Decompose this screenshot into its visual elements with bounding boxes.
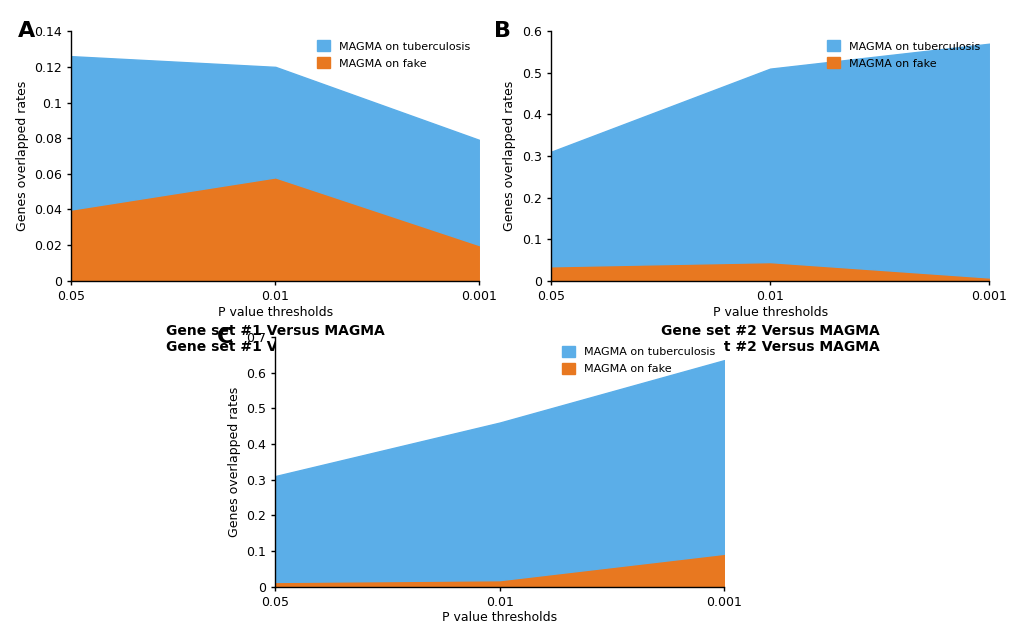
X-axis label: P value thresholds: P value thresholds <box>218 306 332 319</box>
Y-axis label: Genes overlapped rates: Genes overlapped rates <box>227 387 240 537</box>
Legend: MAGMA on tuberculosis, MAGMA on fake: MAGMA on tuberculosis, MAGMA on fake <box>823 37 983 72</box>
Y-axis label: Genes overlapped rates: Genes overlapped rates <box>16 81 29 231</box>
Text: A: A <box>18 21 36 41</box>
Legend: MAGMA on tuberculosis, MAGMA on fake: MAGMA on tuberculosis, MAGMA on fake <box>558 343 718 378</box>
Text: Gene set #1 Versus MAGMA: Gene set #1 Versus MAGMA <box>166 324 384 338</box>
Text: B: B <box>493 21 511 41</box>
Text: C: C <box>217 327 233 347</box>
X-axis label: P value thresholds: P value thresholds <box>712 306 826 319</box>
Legend: MAGMA on tuberculosis, MAGMA on fake: MAGMA on tuberculosis, MAGMA on fake <box>314 37 474 72</box>
X-axis label: P value thresholds: P value thresholds <box>442 612 556 624</box>
Title: Gene set #2 Versus MAGMA: Gene set #2 Versus MAGMA <box>660 339 878 354</box>
Y-axis label: Genes overlapped rates: Genes overlapped rates <box>502 81 516 231</box>
Text: Gene set #2 Versus MAGMA: Gene set #2 Versus MAGMA <box>660 324 878 338</box>
Title: Gene set #1 Versus MAGMA: Gene set #1 Versus MAGMA <box>166 339 384 354</box>
